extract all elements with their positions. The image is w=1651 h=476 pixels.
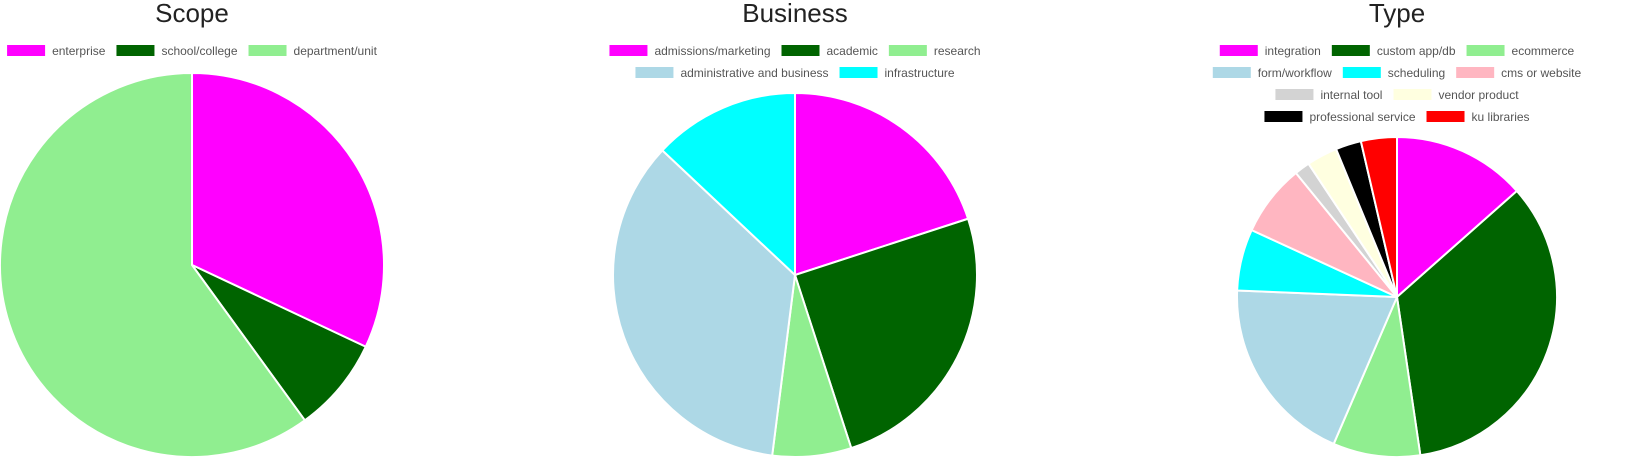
legend-item-custom-app-db[interactable]: custom app/db xyxy=(1331,44,1456,58)
legend-label: ku libraries xyxy=(1472,110,1530,124)
legend-label: custom app/db xyxy=(1377,44,1456,58)
legend-swatch xyxy=(781,45,820,56)
legend-item-professional-service[interactable]: professional service xyxy=(1264,110,1416,124)
legend-item-cms-or-website[interactable]: cms or website xyxy=(1456,66,1582,80)
legend-swatch xyxy=(1456,67,1495,78)
legend-item-internal-tool[interactable]: internal tool xyxy=(1275,88,1382,102)
pie-slice-department-unit[interactable] xyxy=(0,72,306,458)
legend-swatch xyxy=(1219,45,1258,56)
legend-label: professional service xyxy=(1309,110,1415,124)
legend-swatch xyxy=(609,45,648,56)
pie-slice-school-college[interactable] xyxy=(191,264,367,422)
pie-slice-ecommerce[interactable] xyxy=(1332,296,1422,458)
legend-swatch xyxy=(1264,111,1303,122)
chart-title: Scope xyxy=(155,0,229,28)
legend-label: academic xyxy=(827,44,878,58)
legend-swatch xyxy=(1331,45,1370,56)
pie-slice-admissions-marketing[interactable] xyxy=(794,92,970,276)
legend-label: research xyxy=(934,44,981,58)
pie-slice-academic[interactable] xyxy=(794,217,978,450)
legend-item-department-unit[interactable]: department/unit xyxy=(248,44,378,58)
pie-slice-administrative-and-business[interactable] xyxy=(612,149,796,457)
legend-label: internal tool xyxy=(1320,88,1382,102)
legend-swatch xyxy=(116,45,155,56)
legend-label: school/college xyxy=(161,44,237,58)
legend-item-research[interactable]: research xyxy=(888,44,981,58)
pie-chart-scope: Scope enterprise school/college department/… xyxy=(0,0,385,458)
pie-slice-ku-libraries[interactable] xyxy=(1359,136,1398,298)
legend-item-integration[interactable]: integration xyxy=(1219,44,1321,58)
legend-label: admissions/marketing xyxy=(654,44,770,58)
legend-label: form/workflow xyxy=(1258,66,1332,80)
legend-label: enterprise xyxy=(52,44,106,58)
legend-swatch xyxy=(1212,67,1251,78)
legend-label: ecommerce xyxy=(1512,44,1575,58)
legend-item-scheduling[interactable]: scheduling xyxy=(1342,66,1445,80)
legend-item-school-college[interactable]: school/college xyxy=(116,44,238,58)
legend-item-ecommerce[interactable]: ecommerce xyxy=(1466,44,1575,58)
legend-label: administrative and business xyxy=(680,66,828,80)
legend-swatch xyxy=(248,45,287,56)
legend-swatch xyxy=(1393,89,1432,100)
legend-label: integration xyxy=(1265,44,1321,58)
legend-label: department/unit xyxy=(294,44,378,58)
pie-slice-custom-app-db[interactable] xyxy=(1396,189,1558,457)
pie-slice-integration[interactable] xyxy=(1396,136,1518,298)
legend-swatch xyxy=(888,45,927,56)
chart-title: Type xyxy=(1369,0,1425,28)
pie-chart-type: Type integration custom app/db ecommerce for… xyxy=(1212,0,1582,458)
legend-label: cms or website xyxy=(1501,66,1581,80)
legend-item-form-workflow[interactable]: form/workflow xyxy=(1212,66,1332,80)
legend-item-enterprise[interactable]: enterprise xyxy=(7,44,106,58)
legend-item-academic[interactable]: academic xyxy=(781,44,878,58)
chart-title: Business xyxy=(742,0,848,28)
legend-swatch xyxy=(635,67,674,78)
pie-chart-business: Business admissions/marketing academic rese… xyxy=(609,0,981,458)
pie-slice-form-workflow[interactable] xyxy=(1236,289,1398,445)
legend-item-admissions-marketing[interactable]: admissions/marketing xyxy=(609,44,771,58)
legend-swatch xyxy=(7,45,46,56)
legend-label: scheduling xyxy=(1388,66,1445,80)
legend-swatch xyxy=(1275,89,1314,100)
legend-item-infrastructure[interactable]: infrastructure xyxy=(839,66,955,80)
legend-item-vendor-product[interactable]: vendor product xyxy=(1393,88,1519,102)
legend-label: vendor product xyxy=(1438,88,1519,102)
legend-swatch xyxy=(1342,67,1381,78)
legend-item-ku-libraries[interactable]: ku libraries xyxy=(1426,110,1530,124)
pie-slice-infrastructure[interactable] xyxy=(661,92,796,276)
legend-swatch xyxy=(1426,111,1465,122)
legend-item-administrative-and-business[interactable]: administrative and business xyxy=(635,66,829,80)
legend-swatch xyxy=(1466,45,1505,56)
pie-slice-enterprise[interactable] xyxy=(191,72,385,348)
legend-label: infrastructure xyxy=(885,66,955,80)
legend-swatch xyxy=(839,67,878,78)
